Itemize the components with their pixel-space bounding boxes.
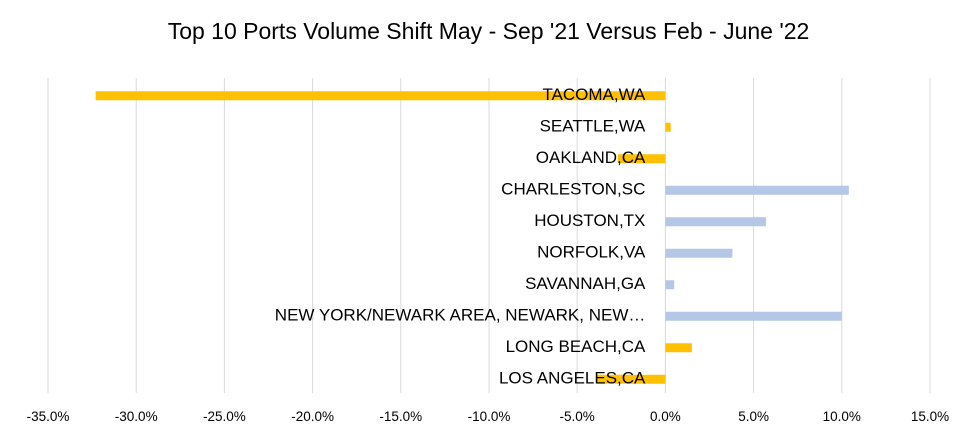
bar	[596, 374, 666, 384]
bar	[95, 91, 666, 101]
bars	[95, 91, 849, 384]
category-label: NEW YORK/NEWARK AREA, NEWARK, NEW…	[275, 305, 646, 324]
category-label: LONG BEACH,CA	[506, 337, 646, 356]
x-tick-label: 5.0%	[738, 409, 769, 424]
bar	[665, 311, 842, 321]
x-tick-label: -30.0%	[115, 409, 158, 424]
bar	[665, 343, 692, 353]
category-label: NORFOLK,VA	[537, 242, 646, 261]
category-label: LOS ANGELES,CA	[499, 368, 646, 387]
x-tick-label: -15.0%	[379, 409, 422, 424]
x-axis-ticks: -35.0% -30.0% -25.0% -20.0% -15.0% -10.0% -5.0…	[27, 409, 950, 424]
category-label: SAVANNAH,GA	[525, 274, 646, 293]
bar	[617, 154, 666, 164]
bar	[665, 122, 671, 132]
gridlines	[47, 78, 931, 393]
category-label: CHARLESTON,SC	[501, 179, 645, 198]
bar	[665, 248, 733, 258]
x-tick-label: 15.0%	[911, 409, 949, 424]
bar	[665, 217, 766, 227]
category-labels: TACOMA,WA SEATTLE,WA OAKLAND,CA CHARLESTON,…	[275, 85, 646, 388]
bar	[665, 185, 849, 195]
chart-title: Top 10 Ports Volume Shift May - Sep '21 …	[167, 18, 810, 44]
x-tick-label: -20.0%	[291, 409, 334, 424]
category-label: HOUSTON,TX	[534, 211, 645, 230]
bar	[665, 280, 675, 290]
x-tick-label: -5.0%	[560, 409, 595, 424]
category-label: OAKLAND,CA	[536, 148, 646, 167]
category-label: TACOMA,WA	[542, 85, 646, 104]
x-tick-label: 10.0%	[823, 409, 861, 424]
x-tick-label: -35.0%	[27, 409, 70, 424]
x-tick-label: 0.0%	[650, 409, 681, 424]
x-tick-label: -25.0%	[203, 409, 246, 424]
category-label: SEATTLE,WA	[540, 116, 646, 135]
x-tick-label: -10.0%	[468, 409, 511, 424]
